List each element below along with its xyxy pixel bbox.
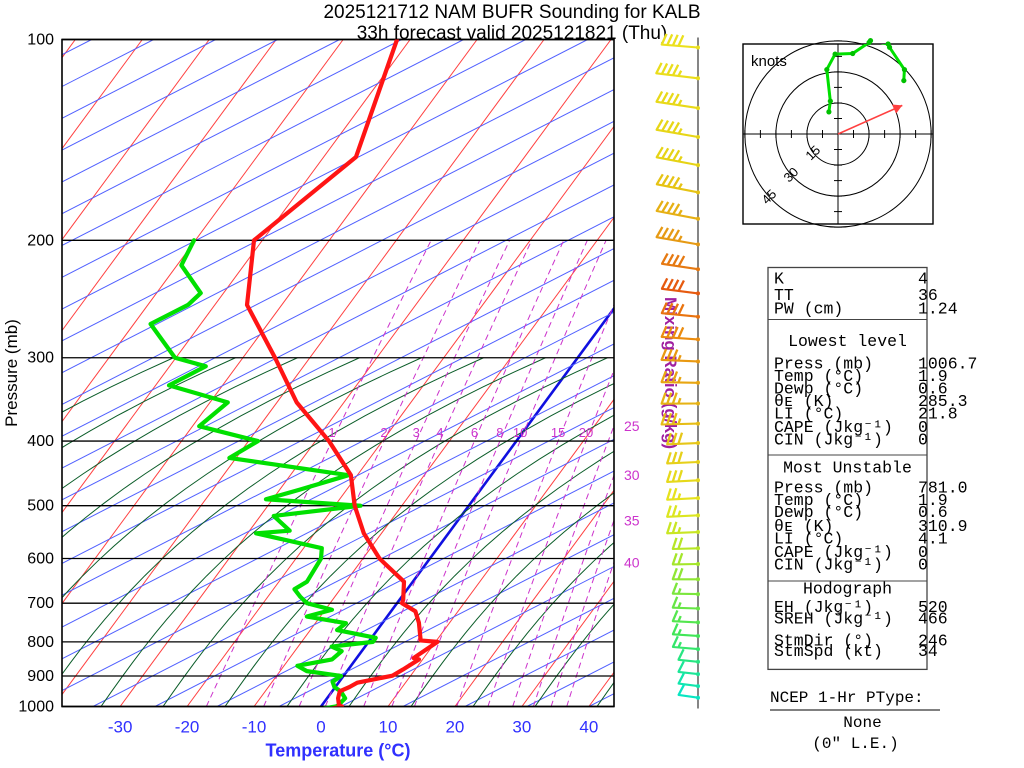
svg-text:0: 0 — [918, 556, 928, 575]
svg-text:-10: -10 — [242, 718, 267, 737]
svg-text:800: 800 — [27, 634, 54, 651]
svg-text:NCEP 1-Hr PType:: NCEP 1-Hr PType: — [770, 689, 924, 707]
svg-text:6: 6 — [471, 425, 478, 440]
svg-text:3: 3 — [413, 425, 420, 440]
svg-text:knots: knots — [751, 53, 787, 70]
svg-text:10: 10 — [378, 718, 397, 737]
svg-text:-30: -30 — [108, 718, 133, 737]
svg-text:10: 10 — [513, 425, 527, 440]
svg-text:300: 300 — [27, 350, 54, 367]
svg-text:2025121712 NAM BUFR Sounding f: 2025121712 NAM BUFR Sounding for KALB — [323, 2, 700, 23]
svg-text:15: 15 — [802, 142, 823, 163]
svg-text:1000: 1000 — [18, 699, 54, 716]
svg-text:34: 34 — [918, 642, 938, 661]
svg-text:466: 466 — [918, 609, 948, 628]
svg-text:2: 2 — [380, 425, 387, 440]
svg-text:40: 40 — [624, 554, 640, 570]
svg-text:35: 35 — [624, 512, 640, 528]
svg-text:0: 0 — [316, 718, 325, 737]
svg-text:30: 30 — [512, 718, 531, 737]
svg-text:StmSpd (kt): StmSpd (kt) — [774, 642, 883, 661]
svg-text:None: None — [843, 714, 881, 732]
svg-text:20: 20 — [579, 425, 593, 440]
svg-text:8: 8 — [496, 425, 503, 440]
svg-text:CIN (Jkg⁻¹): CIN (Jkg⁻¹) — [774, 431, 883, 450]
svg-text:Temperature (°C): Temperature (°C) — [266, 741, 411, 761]
svg-text:1.24: 1.24 — [918, 300, 958, 319]
svg-text:Most Unstable: Most Unstable — [783, 458, 912, 477]
svg-text:500: 500 — [27, 498, 54, 515]
svg-text:25: 25 — [624, 418, 640, 434]
svg-text:SREH (Jkg⁻¹): SREH (Jkg⁻¹) — [774, 609, 893, 628]
svg-text:PW (cm): PW (cm) — [774, 300, 843, 319]
svg-text:-20: -20 — [175, 718, 200, 737]
svg-text:600: 600 — [27, 551, 54, 568]
svg-text:30: 30 — [624, 467, 640, 483]
svg-text:20: 20 — [445, 718, 464, 737]
svg-text:33h forecast valid 2025121821: 33h forecast valid 2025121821 (Thu) — [357, 23, 668, 44]
svg-text:1: 1 — [328, 425, 335, 440]
svg-text:Pressure (mb): Pressure (mb) — [2, 319, 21, 427]
svg-text:Hodograph: Hodograph — [803, 580, 892, 599]
svg-text:40: 40 — [579, 718, 598, 737]
svg-text:(0" L.E.): (0" L.E.) — [812, 735, 898, 753]
svg-text:15: 15 — [551, 425, 565, 440]
svg-text:4: 4 — [436, 425, 443, 440]
svg-text:700: 700 — [27, 595, 54, 612]
svg-text:100: 100 — [27, 32, 54, 49]
svg-text:CIN (Jkg⁻¹): CIN (Jkg⁻¹) — [774, 556, 883, 575]
svg-text:200: 200 — [27, 232, 54, 249]
svg-text:900: 900 — [27, 668, 54, 685]
svg-text:0: 0 — [918, 431, 928, 450]
svg-text:400: 400 — [27, 433, 54, 450]
svg-text:Lowest level: Lowest level — [788, 332, 907, 351]
